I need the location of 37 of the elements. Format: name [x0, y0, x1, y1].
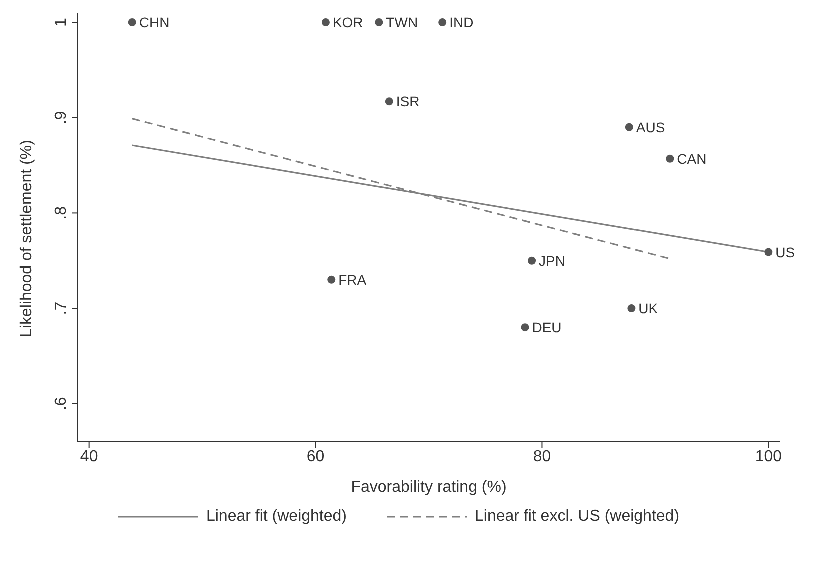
legend-label: Linear fit excl. US (weighted) [474, 508, 680, 526]
point [385, 98, 394, 106]
point-label: TWN [386, 14, 418, 31]
point [764, 248, 773, 256]
y-axis-title: Likelihood of settlement (%) [18, 140, 36, 338]
y-tick-label: .8 [53, 206, 70, 220]
x-tick-label: 100 [755, 448, 782, 466]
point [521, 324, 530, 332]
point [322, 18, 330, 27]
point-label: AUS [636, 119, 666, 136]
point [128, 18, 136, 27]
point-label: US [776, 244, 796, 260]
y-tick-label: .9 [53, 111, 70, 125]
point-label: CAN [677, 150, 707, 167]
point-label: DEU [532, 320, 562, 336]
point [528, 256, 536, 265]
point [625, 123, 634, 132]
y-tick-label: .7 [53, 302, 70, 316]
point-label: UK [638, 300, 658, 317]
point [328, 276, 336, 284]
point-label: KOR [332, 14, 364, 31]
y-tick-label: .6 [53, 397, 70, 411]
point [375, 18, 384, 27]
x-tick-label: 40 [80, 448, 98, 466]
legend-label: Linear fit (weighted) [206, 508, 347, 526]
point-label: CHN [139, 14, 170, 31]
x-axis-title: Favorability rating (%) [351, 479, 507, 496]
x-tick-label: 60 [306, 448, 325, 466]
point-label: ISR [396, 94, 420, 110]
point-label: JPN [539, 252, 566, 269]
point-label: FRA [338, 272, 367, 288]
y-tick-label: 1 [53, 18, 70, 27]
point-label: IND [450, 14, 474, 31]
point [628, 304, 636, 313]
point [438, 18, 447, 27]
x-tick-label: 80 [533, 448, 552, 466]
point [666, 154, 674, 163]
